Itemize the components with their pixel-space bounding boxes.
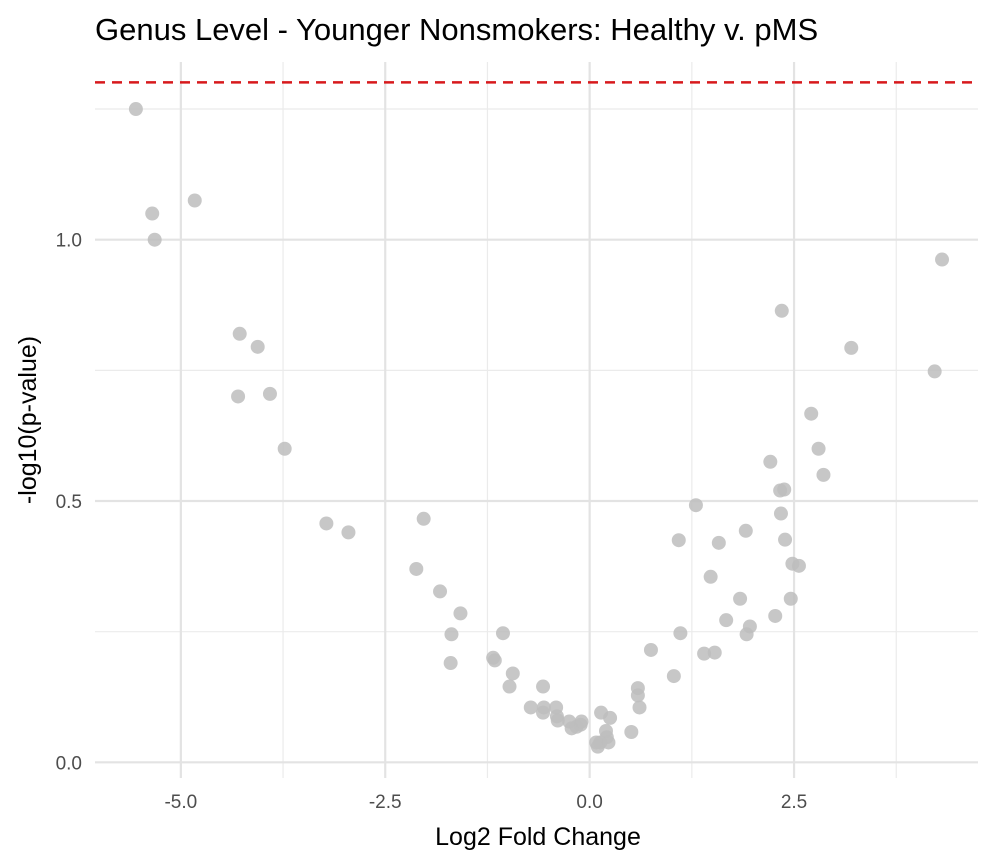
data-point [719, 613, 734, 628]
data-point [250, 339, 265, 354]
data-point [232, 326, 247, 341]
data-point [688, 498, 703, 513]
data-point [763, 454, 778, 469]
data-point [844, 340, 859, 355]
data-point [804, 406, 819, 421]
data-point [768, 608, 783, 623]
data-point [707, 645, 722, 660]
data-point [277, 441, 292, 456]
y-tick-label: 1.0 [56, 231, 82, 252]
data-point [777, 482, 792, 497]
data-point [128, 102, 143, 117]
data-point [927, 364, 942, 379]
data-point [673, 626, 688, 641]
data-point [433, 584, 448, 599]
data-point [502, 679, 517, 694]
data-point [733, 591, 748, 606]
data-point [738, 523, 753, 538]
data-point [505, 666, 520, 681]
data-point [778, 532, 793, 547]
x-tick-label: 0.0 [576, 792, 602, 813]
data-point [416, 511, 431, 526]
data-point [231, 389, 246, 404]
data-point [262, 386, 277, 401]
data-point [443, 656, 458, 671]
x-axis-title: Log2 Fold Change [435, 823, 641, 851]
data-point [147, 232, 162, 247]
data-point [703, 569, 718, 584]
x-tick-label: -2.5 [369, 792, 402, 813]
data-point [536, 705, 551, 720]
data-point [601, 735, 616, 750]
data-point [444, 627, 459, 642]
data-points [128, 102, 950, 754]
data-point [523, 700, 538, 715]
data-point [791, 558, 806, 573]
data-point [319, 516, 334, 531]
data-point [666, 669, 681, 684]
data-point [816, 467, 831, 482]
minor-gridlines [95, 62, 978, 778]
data-point [409, 561, 424, 576]
data-point [550, 713, 565, 728]
data-point [711, 535, 726, 550]
major-gridlines [95, 62, 978, 778]
data-point [573, 717, 588, 732]
chart-title: Genus Level - Younger Nonsmokers: Health… [95, 12, 818, 47]
data-point [671, 533, 686, 548]
data-point [742, 619, 757, 634]
y-tick-label: 0.5 [56, 492, 82, 513]
data-point [643, 642, 658, 657]
data-point [773, 506, 788, 521]
data-point [145, 206, 160, 221]
x-tick-label: -5.0 [164, 792, 197, 813]
data-point [187, 193, 202, 208]
data-point [935, 252, 950, 267]
data-point [603, 710, 618, 725]
data-point [341, 525, 356, 540]
data-point [697, 646, 712, 661]
data-point [624, 725, 639, 740]
data-point [453, 606, 468, 621]
data-point [811, 441, 826, 456]
data-point [632, 700, 647, 715]
data-point [783, 591, 798, 606]
x-tick-label: 2.5 [781, 792, 807, 813]
data-point [495, 626, 510, 641]
y-axis-title: -log10(p-value) [14, 336, 42, 504]
data-point [536, 679, 551, 694]
data-point [630, 688, 645, 703]
y-axis-tick-labels: 0.0 0.5 1.0 [56, 231, 82, 775]
data-point [774, 303, 789, 318]
x-axis-tick-labels: -5.0 -2.5 0.0 2.5 [164, 792, 807, 813]
data-point [487, 653, 502, 668]
y-tick-label: 0.0 [56, 753, 82, 774]
